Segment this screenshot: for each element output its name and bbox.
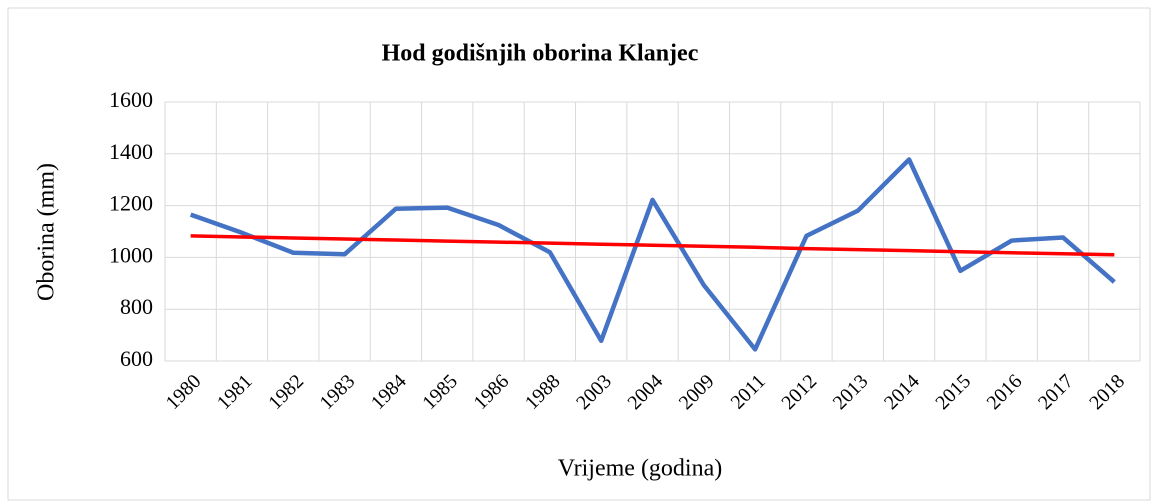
chart-title: Hod godišnjih oborina Klanjec: [382, 41, 699, 67]
y-tick-label: 1200: [109, 191, 153, 216]
y-axis-label: Oborina (mm): [34, 163, 60, 301]
y-tick-label: 1400: [109, 139, 153, 164]
y-tick-label: 1000: [109, 242, 153, 267]
x-axis-label: Vrijeme (godina): [558, 456, 723, 482]
series-line: [190, 234, 1115, 257]
y-tick-label: 1600: [109, 87, 153, 112]
chart-border: [7, 7, 1151, 501]
series-line: [189, 157, 1116, 352]
y-tick-label: 600: [120, 346, 153, 371]
y-tick-label: 800: [120, 294, 153, 319]
